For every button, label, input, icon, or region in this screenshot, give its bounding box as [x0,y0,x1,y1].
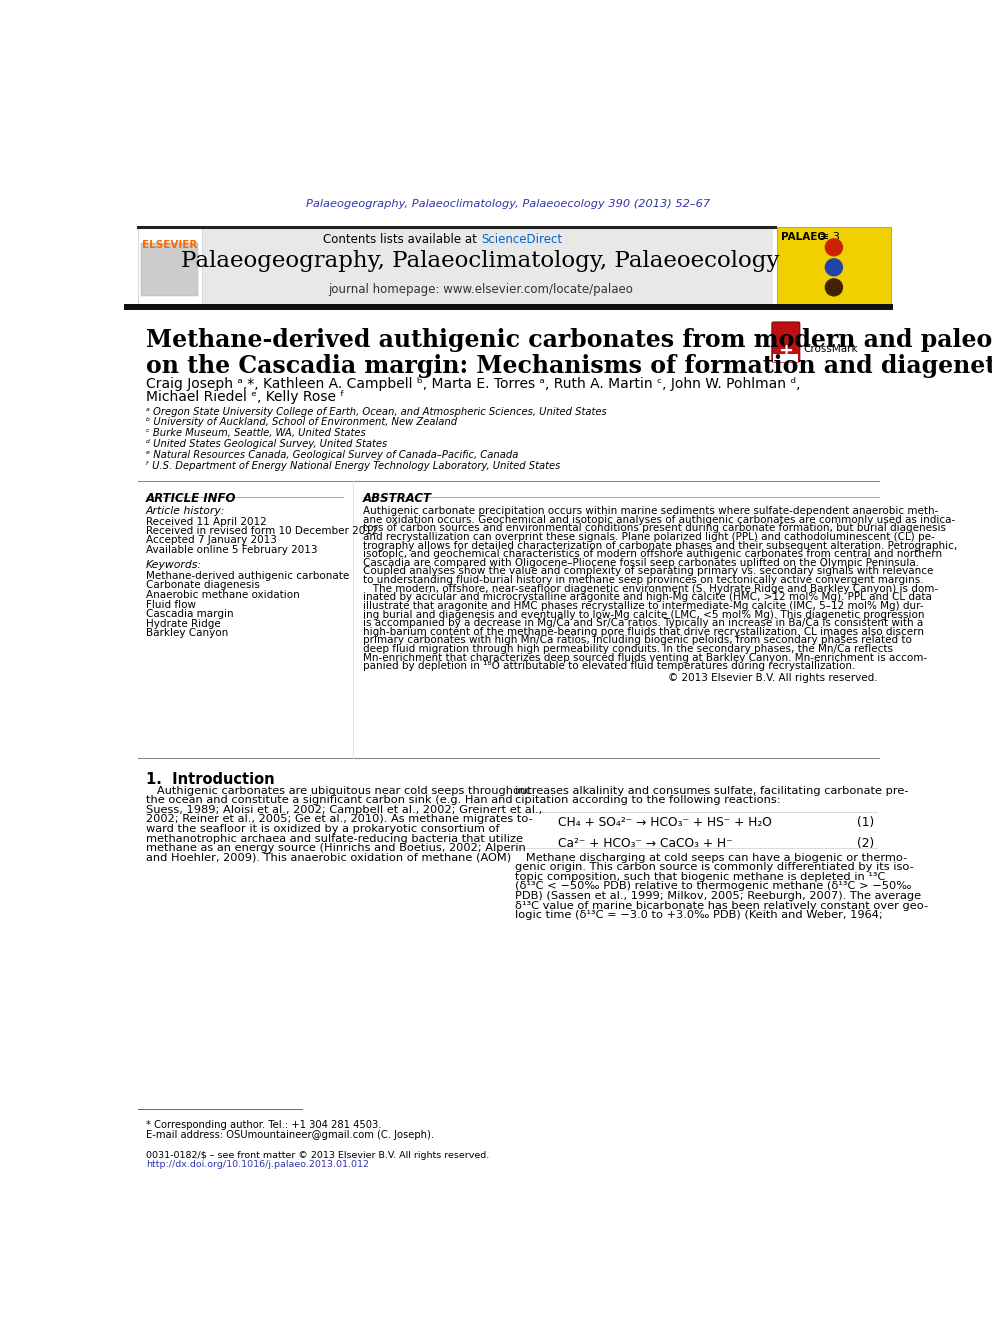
Text: ᶠ U.S. Department of Energy National Energy Technology Laboratory, United States: ᶠ U.S. Department of Energy National Ene… [146,460,560,471]
Text: topic composition, such that biogenic methane is depleted in ¹³C: topic composition, such that biogenic me… [516,872,886,882]
Text: ARTICLE INFO: ARTICLE INFO [146,492,236,505]
Text: ≡ 3: ≡ 3 [820,232,840,242]
Text: ABSTRACT: ABSTRACT [363,492,432,505]
FancyBboxPatch shape [774,355,799,363]
Text: high-barium content of the methane-bearing pore fluids that drive recrystallizat: high-barium content of the methane-beari… [363,627,924,636]
Text: ScienceDirect: ScienceDirect [481,233,562,246]
Text: http://dx.doi.org/10.1016/j.palaeo.2013.01.012: http://dx.doi.org/10.1016/j.palaeo.2013.… [146,1160,369,1168]
Text: the ocean and constitute a significant carbon sink (e.g. Han and: the ocean and constitute a significant c… [146,795,512,806]
Text: Available online 5 February 2013: Available online 5 February 2013 [146,545,317,554]
Text: Hydrate Ridge: Hydrate Ridge [146,619,220,628]
Text: ᵇ University of Auckland, School of Environment, New Zealand: ᵇ University of Auckland, School of Envi… [146,418,457,427]
Text: Ca²⁻ + HCO₃⁻ → CaCO₃ + H⁻: Ca²⁻ + HCO₃⁻ → CaCO₃ + H⁻ [558,837,733,851]
Text: Craig Joseph ᵃ,*, Kathleen A. Campbell ᵇ, Marta E. Torres ᵃ, Ruth A. Martin ᶜ, J: Craig Joseph ᵃ,*, Kathleen A. Campbell ᵇ… [146,377,801,392]
Circle shape [825,239,842,255]
Text: Cascadia are compared with Oligocene–Pliocene fossil seep carbonates uplifted on: Cascadia are compared with Oligocene–Pli… [363,558,919,568]
Text: primary carbonates with high Mn/Ca ratios, including biogenic peloids, from seco: primary carbonates with high Mn/Ca ratio… [363,635,912,646]
Text: Article history:: Article history: [146,505,225,516]
Text: 2002; Reiner et al., 2005; Ge et al., 2010). As methane migrates to-: 2002; Reiner et al., 2005; Ge et al., 20… [146,815,533,824]
Text: Barkley Canyon: Barkley Canyon [146,628,228,639]
Bar [124,304,893,310]
Text: PALAEO: PALAEO [782,232,826,242]
Text: Anaerobic methane oxidation: Anaerobic methane oxidation [146,590,300,599]
Text: (δ¹³C < −50‰ PDB) relative to thermogenic methane (δ¹³C > −50‰: (δ¹³C < −50‰ PDB) relative to thermogeni… [516,881,912,892]
Text: illustrate that aragonite and HMC phases recrystallize to intermediate-Mg calcit: illustrate that aragonite and HMC phases… [363,601,924,611]
Bar [138,226,774,306]
Text: Methane-derived authigenic carbonates from modern and paleoseeps: Methane-derived authigenic carbonates fr… [146,328,992,352]
Text: is accompanied by a decrease in Mg/Ca and Sr/Ca ratios. Typically an increase in: is accompanied by a decrease in Mg/Ca an… [363,618,923,628]
Text: Suess, 1989; Aloisi et al., 2002; Campbell et al., 2002; Greinert et al.,: Suess, 1989; Aloisi et al., 2002; Campbe… [146,804,542,815]
Text: ane oxidation occurs. Geochemical and isotopic analyses of authigenic carbonates: ane oxidation occurs. Geochemical and is… [363,515,955,525]
Text: Mn-enrichment that characterizes deep sourced fluids venting at Barkley Canyon. : Mn-enrichment that characterizes deep so… [363,652,927,663]
FancyBboxPatch shape [772,321,800,363]
Text: trography allows for detailed characterization of carbonate phases and their sub: trography allows for detailed characteri… [363,541,957,550]
Text: Keywords:: Keywords: [146,560,201,570]
Bar [141,243,198,296]
Text: 0031-0182/$ – see front matter © 2013 Elsevier B.V. All rights reserved.: 0031-0182/$ – see front matter © 2013 El… [146,1151,489,1159]
Text: and Hoehler, 2009). This anaerobic oxidation of methane (AOM): and Hoehler, 2009). This anaerobic oxida… [146,853,511,863]
Text: Coupled analyses show the value and complexity of separating primary vs. seconda: Coupled analyses show the value and comp… [363,566,933,577]
Text: tors of carbon sources and environmental conditions present during carbonate for: tors of carbon sources and environmental… [363,524,945,533]
Text: Michael Riedel ᵉ, Kelly Rose ᶠ: Michael Riedel ᵉ, Kelly Rose ᶠ [146,390,344,404]
Text: * Corresponding author. Tel.: +1 304 281 4503.: * Corresponding author. Tel.: +1 304 281… [146,1119,381,1130]
Text: Cascadia margin: Cascadia margin [146,609,233,619]
Text: ᵈ United States Geological Survey, United States: ᵈ United States Geological Survey, Unite… [146,439,387,448]
Text: Received 11 April 2012: Received 11 April 2012 [146,517,267,527]
Text: cipitation according to the following reactions:: cipitation according to the following re… [516,795,781,806]
Text: logic time (δ¹³C = −3.0 to +3.0‰ PDB) (Keith and Weber, 1964;: logic time (δ¹³C = −3.0 to +3.0‰ PDB) (K… [516,910,883,921]
Text: ᶜ Burke Museum, Seattle, WA, United States: ᶜ Burke Museum, Seattle, WA, United Stat… [146,429,365,438]
Text: ELSEVIER: ELSEVIER [142,239,197,250]
Text: © 2013 Elsevier B.V. All rights reserved.: © 2013 Elsevier B.V. All rights reserved… [668,673,877,683]
Text: ᵉ Natural Resources Canada, Geological Survey of Canada–Pacific, Canada: ᵉ Natural Resources Canada, Geological S… [146,450,518,460]
Text: Palaeogeography, Palaeoclimatology, Palaeoecology: Palaeogeography, Palaeoclimatology, Pala… [182,250,780,271]
Text: panied by depletion in ¹⁸O attributable to elevated fluid temperatures during re: panied by depletion in ¹⁸O attributable … [363,662,855,671]
Text: Authigenic carbonate precipitation occurs within marine sediments where sulfate-: Authigenic carbonate precipitation occur… [363,505,938,516]
Text: The modern, offshore, near-seafloor diagenetic environment (S. Hydrate Ridge and: The modern, offshore, near-seafloor diag… [363,583,937,594]
Text: methane as an energy source (Hinrichs and Boetius, 2002; Alperin: methane as an energy source (Hinrichs an… [146,843,526,853]
Text: ing burial and diagenesis and eventually to low-Mg calcite (LMC, <5 mol% Mg). Th: ing burial and diagenesis and eventually… [363,610,925,619]
Polygon shape [774,357,799,363]
Text: increases alkalinity and consumes sulfate, facilitating carbonate pre-: increases alkalinity and consumes sulfat… [516,786,909,795]
Text: (2): (2) [857,837,874,851]
Text: and recrystallization can overprint these signals. Plane polarized light (PPL) a: and recrystallization can overprint thes… [363,532,934,542]
Bar [777,226,891,306]
Text: ᵃ Oregon State University College of Earth, Ocean, and Atmospheric Sciences, Uni: ᵃ Oregon State University College of Ear… [146,406,606,417]
Text: on the Cascadia margin: Mechanisms of formation and diagenetic signals: on the Cascadia margin: Mechanisms of fo… [146,355,992,378]
Text: Fluid flow: Fluid flow [146,599,195,610]
Text: E-mail address: OSUmountaineer@gmail.com (C. Joseph).: E-mail address: OSUmountaineer@gmail.com… [146,1130,434,1139]
Text: Accepted 7 January 2013: Accepted 7 January 2013 [146,536,277,545]
Text: Contents lists available at: Contents lists available at [322,233,480,246]
Circle shape [825,259,842,275]
Text: Received in revised form 10 December 2012: Received in revised form 10 December 201… [146,527,378,536]
Text: Authigenic carbonates are ubiquitous near cold seeps throughout: Authigenic carbonates are ubiquitous nea… [146,786,532,795]
Text: Methane discharging at cold seeps can have a biogenic or thermo-: Methane discharging at cold seeps can ha… [516,852,908,863]
Text: ward the seafloor it is oxidized by a prokaryotic consortium of: ward the seafloor it is oxidized by a pr… [146,824,499,833]
Text: to understanding fluid-burial history in methane seep provinces on tectonically : to understanding fluid-burial history in… [363,576,924,585]
Text: +: + [779,343,794,360]
Text: deep fluid migration through high permeability conduits. In the secondary phases: deep fluid migration through high permea… [363,644,893,654]
Text: CrossMark: CrossMark [803,344,857,353]
Circle shape [825,279,842,296]
Text: inated by acicular and microcrystalline aragonite and high-Mg calcite (HMC, >12 : inated by acicular and microcrystalline … [363,593,931,602]
Text: isotopic, and geochemical characteristics of modern offshore authigenic carbonat: isotopic, and geochemical characteristic… [363,549,941,560]
Bar [138,226,201,306]
Text: Palaeogeography, Palaeoclimatology, Palaeoecology 390 (2013) 52–67: Palaeogeography, Palaeoclimatology, Pala… [307,198,710,209]
Text: δ¹³C value of marine bicarbonate has been relatively constant over geo-: δ¹³C value of marine bicarbonate has bee… [516,901,929,910]
Text: Carbonate diagenesis: Carbonate diagenesis [146,581,260,590]
Text: journal homepage: www.elsevier.com/locate/palaeo: journal homepage: www.elsevier.com/locat… [328,283,633,296]
Text: Methane-derived authigenic carbonate: Methane-derived authigenic carbonate [146,570,349,581]
Text: PDB) (Sassen et al., 1999; Milkov, 2005; Reeburgh, 2007). The average: PDB) (Sassen et al., 1999; Milkov, 2005;… [516,890,922,901]
Text: (1): (1) [857,815,874,828]
Text: 1.  Introduction: 1. Introduction [146,771,275,787]
Text: genic origin. This carbon source is commonly differentiated by its iso-: genic origin. This carbon source is comm… [516,863,914,872]
Text: methanotrophic archaea and sulfate-reducing bacteria that utilize: methanotrophic archaea and sulfate-reduc… [146,833,523,844]
Text: CH₄ + SO₄²⁻ → HCO₃⁻ + HS⁻ + H₂O: CH₄ + SO₄²⁻ → HCO₃⁻ + HS⁻ + H₂O [558,815,772,828]
